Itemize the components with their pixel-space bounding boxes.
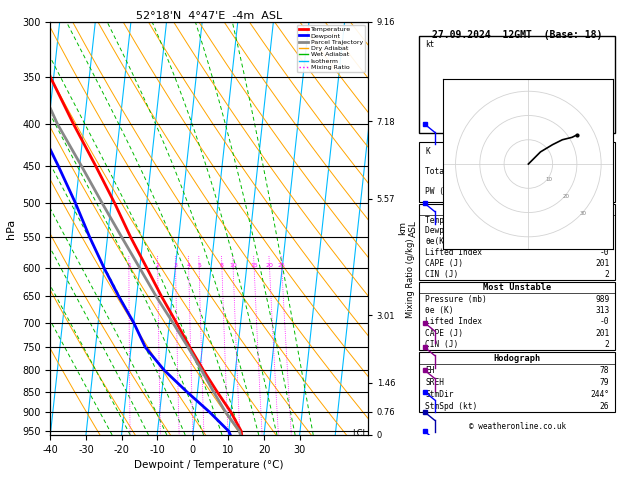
- Text: 989: 989: [595, 295, 610, 304]
- Text: CIN (J): CIN (J): [425, 340, 459, 349]
- Text: 313: 313: [595, 237, 610, 246]
- Text: 30: 30: [579, 211, 586, 216]
- Text: Surface: Surface: [499, 205, 535, 213]
- Text: 4: 4: [187, 263, 191, 268]
- Bar: [419, 36, 615, 134]
- Y-axis label: hPa: hPa: [6, 218, 16, 239]
- Text: 14.4: 14.4: [591, 215, 610, 225]
- Text: θe(K): θe(K): [425, 237, 448, 246]
- Text: 52: 52: [600, 167, 610, 176]
- Text: PW (cm): PW (cm): [425, 187, 459, 196]
- Text: 201: 201: [595, 329, 610, 338]
- Bar: [419, 282, 615, 350]
- Text: Lifted Index: Lifted Index: [425, 317, 482, 327]
- Text: 5: 5: [198, 263, 201, 268]
- Text: -0: -0: [600, 248, 610, 257]
- Text: 27.09.2024  12GMT  (Base: 18): 27.09.2024 12GMT (Base: 18): [432, 30, 603, 40]
- Text: 78: 78: [600, 366, 610, 375]
- Text: 3: 3: [174, 263, 177, 268]
- Text: Totals Totals: Totals Totals: [425, 167, 487, 176]
- Text: 26: 26: [600, 402, 610, 411]
- Text: 1: 1: [127, 263, 131, 268]
- Text: 25: 25: [278, 263, 286, 268]
- Y-axis label: km
ASL: km ASL: [398, 220, 418, 237]
- Text: 10: 10: [545, 177, 552, 182]
- Text: K: K: [425, 147, 430, 156]
- Text: StmDir: StmDir: [425, 390, 454, 399]
- Text: Most Unstable: Most Unstable: [483, 283, 551, 292]
- Text: CIN (J): CIN (J): [425, 270, 459, 279]
- Text: 8: 8: [220, 263, 224, 268]
- Text: Temp (°C): Temp (°C): [425, 215, 468, 225]
- Text: Pressure (mb): Pressure (mb): [425, 295, 487, 304]
- Text: 201: 201: [595, 259, 610, 268]
- Bar: [419, 142, 615, 202]
- Bar: [419, 352, 615, 412]
- Text: Mixing Ratio (g/kg): Mixing Ratio (g/kg): [406, 238, 415, 318]
- Text: 244°: 244°: [591, 390, 610, 399]
- X-axis label: Dewpoint / Temperature (°C): Dewpoint / Temperature (°C): [134, 460, 284, 470]
- Text: SREH: SREH: [425, 378, 444, 387]
- Text: CAPE (J): CAPE (J): [425, 329, 463, 338]
- Text: 313: 313: [595, 306, 610, 315]
- Text: 20: 20: [265, 263, 274, 268]
- Text: θe (K): θe (K): [425, 306, 454, 315]
- Text: 79: 79: [600, 378, 610, 387]
- Text: Lifted Index: Lifted Index: [425, 248, 482, 257]
- Text: 10: 10: [230, 263, 237, 268]
- Text: © weatheronline.co.uk: © weatheronline.co.uk: [469, 422, 565, 431]
- Text: 15: 15: [250, 263, 258, 268]
- Text: StmSpd (kt): StmSpd (kt): [425, 402, 477, 411]
- Text: 2: 2: [604, 270, 610, 279]
- Text: kt: kt: [425, 40, 434, 50]
- Text: 20: 20: [562, 194, 569, 199]
- Text: CAPE (J): CAPE (J): [425, 259, 463, 268]
- Title: 52°18'N  4°47'E  -4m  ASL: 52°18'N 4°47'E -4m ASL: [136, 11, 282, 21]
- Bar: [419, 204, 615, 280]
- Text: 2: 2: [604, 340, 610, 349]
- Text: Dewp (°C): Dewp (°C): [425, 226, 468, 235]
- Legend: Temperature, Dewpoint, Parcel Trajectory, Dry Adiabat, Wet Adiabat, Isotherm, Mi: Temperature, Dewpoint, Parcel Trajectory…: [297, 25, 365, 72]
- Text: -0: -0: [600, 317, 610, 327]
- Text: EH: EH: [425, 366, 435, 375]
- Text: Hodograph: Hodograph: [494, 354, 541, 363]
- Text: 28: 28: [600, 147, 610, 156]
- Text: 2.14: 2.14: [591, 187, 610, 196]
- Text: LCL: LCL: [352, 429, 367, 437]
- Text: 2: 2: [156, 263, 160, 268]
- Text: 12.1: 12.1: [591, 226, 610, 235]
